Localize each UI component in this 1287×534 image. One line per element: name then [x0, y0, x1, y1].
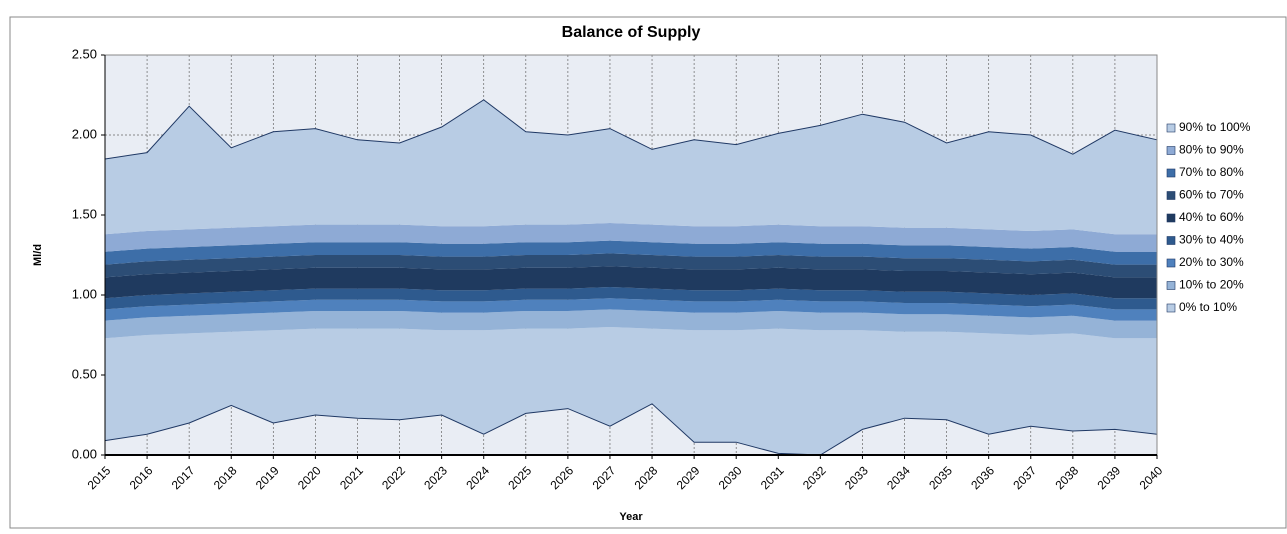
- y-tick-label: 1.50: [72, 206, 97, 221]
- chart-title: Balance of Supply: [562, 24, 701, 41]
- y-tick-label: 2.50: [72, 46, 97, 61]
- legend-swatch: [1166, 168, 1176, 178]
- area-band: [105, 240, 1157, 265]
- legend-swatch: [1166, 146, 1176, 155]
- legend-swatch: [1166, 258, 1176, 268]
- lower-line: [104, 403, 1158, 456]
- upper-line: [104, 99, 1158, 160]
- legend-label: 90% to 100%: [1179, 120, 1251, 134]
- y-tick-label: 1.00: [72, 286, 97, 301]
- legend-label: 10% to 20%: [1179, 278, 1244, 292]
- area-band: [105, 266, 1157, 299]
- legend-swatch: [1166, 236, 1176, 245]
- legend-label: 0% to 10%: [1179, 300, 1237, 314]
- legend-label: 20% to 30%: [1179, 255, 1244, 269]
- legend-label: 70% to 80%: [1179, 165, 1244, 179]
- legend-swatch: [1166, 281, 1176, 290]
- area-band: [105, 99, 1157, 235]
- area-band: [105, 253, 1157, 278]
- area-band: [105, 309, 1157, 339]
- area-band: [105, 327, 1157, 455]
- y-tick-label: 2.00: [72, 126, 97, 141]
- y-axis-label: Ml/d: [32, 244, 44, 266]
- area-band: [105, 223, 1157, 252]
- x-axis-label: Year: [619, 511, 643, 523]
- y-tick-label: 0.50: [72, 366, 97, 381]
- legend-label: 60% to 70%: [1179, 188, 1244, 202]
- y-tick-label: 0.00: [72, 446, 97, 461]
- area-band: [105, 287, 1157, 310]
- legend-label: 30% to 40%: [1179, 233, 1244, 247]
- area-band: [105, 298, 1157, 321]
- legend-swatch: [1166, 303, 1176, 313]
- legend-swatch: [1166, 123, 1176, 133]
- legend-swatch: [1166, 191, 1176, 200]
- legend-swatch: [1166, 213, 1176, 223]
- legend-label: 40% to 60%: [1179, 210, 1244, 224]
- legend-label: 80% to 90%: [1179, 143, 1244, 157]
